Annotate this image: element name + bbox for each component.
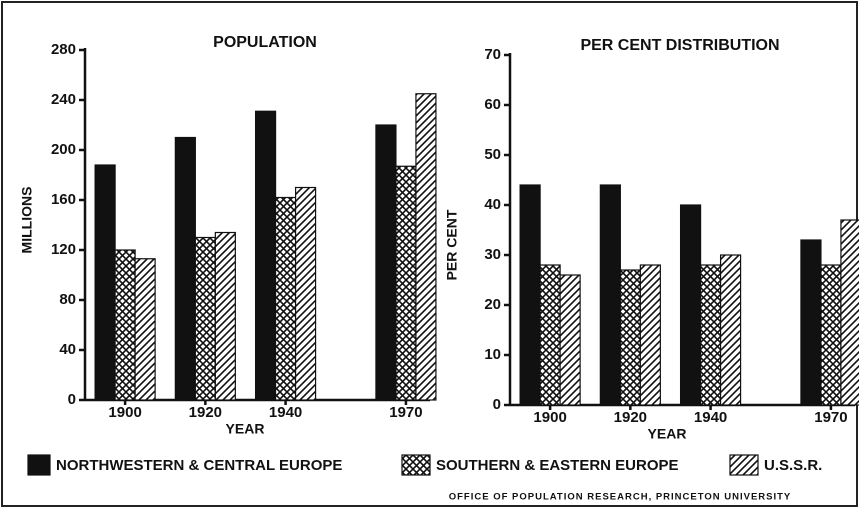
x-tick-label: 1970 [389,404,422,421]
x-tick-label: 1940 [694,409,727,426]
legend-label: SOUTHERN & EASTERN EUROPE [436,457,679,474]
legend-swatch [401,454,431,476]
y-tick-label: 200 [51,141,76,158]
bar [94,164,116,401]
bar [840,219,859,406]
x-tick-label: 1940 [269,404,302,421]
y-tick-label: 120 [51,241,76,258]
x-tick-label: 1970 [814,409,847,426]
y-tick-label: 160 [51,191,76,208]
y-tick-label: 30 [484,246,501,263]
y-tick-label: 50 [484,146,501,163]
bar [415,93,437,401]
bar [679,204,702,406]
bar [375,124,397,401]
chart-title: POPULATION [213,34,317,51]
bar [114,249,136,401]
credit: OFFICE OF POPULATION RESEARCH, PRINCETON… [449,492,792,503]
legend-swatch [729,454,759,476]
chart-title: PER CENT DISTRIBUTION [580,37,779,54]
y-tick-label: 70 [484,46,501,63]
x-tick-label: 1920 [189,404,222,421]
bar [254,110,277,401]
x-axis-label: YEAR [648,426,687,442]
legend-label: U.S.S.R. [764,457,822,474]
bar [174,136,196,401]
bar [294,186,317,401]
y-tick-label: 0 [68,391,76,408]
y-tick-label: 20 [484,296,501,313]
bar [800,239,822,406]
bar [559,274,581,406]
y-tick-label: 40 [59,341,76,358]
y-axis-label: PER CENT [444,209,460,280]
legend-label: NORTHWESTERN & CENTRAL EUROPE [56,457,342,474]
bar [134,258,156,401]
x-axis-label: YEAR [226,421,265,437]
bar [539,264,561,406]
bar [639,264,661,406]
y-tick-label: 10 [484,346,501,363]
x-tick-label: 1900 [533,409,566,426]
bar [599,184,621,406]
x-tick-label: 1900 [108,404,141,421]
bar [820,264,842,406]
y-tick-label: 40 [484,196,501,213]
legend-swatch [27,454,51,476]
y-tick-label: 80 [59,291,76,308]
x-tick-label: 1920 [614,409,647,426]
y-tick-label: 240 [51,91,76,108]
y-tick-label: 60 [484,96,501,113]
y-axis-label: MILLIONS [19,187,35,254]
bar [214,231,236,401]
bar [519,184,541,406]
bar [619,269,641,406]
y-tick-label: 0 [493,396,501,413]
bar [274,196,297,401]
y-tick-label: 280 [51,41,76,58]
bar [395,165,417,401]
bar [719,254,742,406]
bar [699,264,722,406]
bar [194,236,216,401]
